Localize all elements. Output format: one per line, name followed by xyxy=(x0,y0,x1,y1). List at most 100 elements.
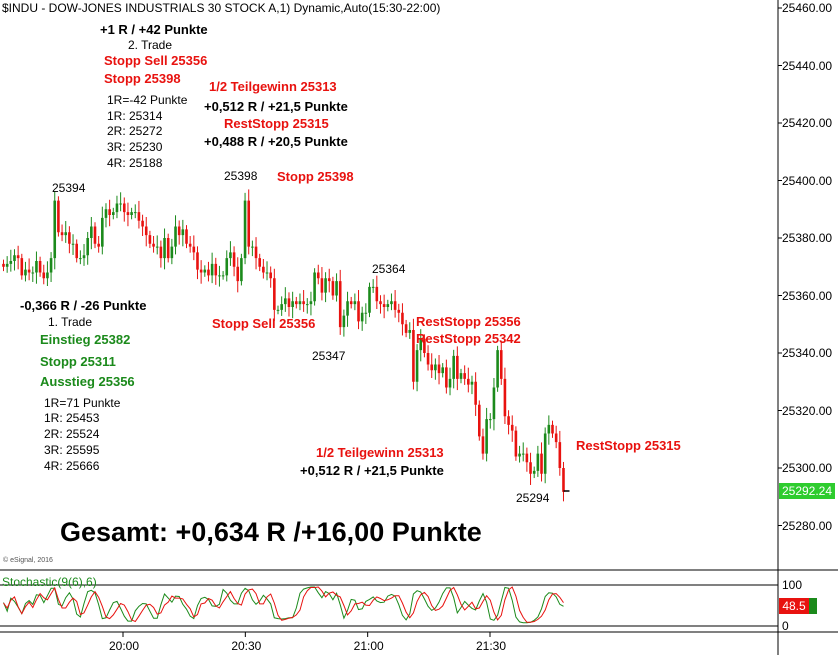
candle-body xyxy=(236,266,240,282)
stopp-25398-label: Stopp 25398 xyxy=(277,169,354,184)
trade2-target-3r: 3R: 25230 xyxy=(107,140,163,154)
candle-body xyxy=(287,298,291,307)
candle-body xyxy=(57,200,60,233)
trade1-target-4r: 4R: 25666 xyxy=(44,459,100,473)
candle-body xyxy=(262,266,265,273)
chart-title: $INDU - DOW-JONES INDUSTRIALS 30 STOCK A… xyxy=(2,1,441,15)
candle-body xyxy=(316,272,320,279)
candle-body xyxy=(174,226,177,247)
candle-body xyxy=(342,315,346,328)
candle-body xyxy=(258,258,261,267)
candle-body xyxy=(112,212,115,215)
candle-body xyxy=(415,350,419,382)
candle-body xyxy=(434,364,437,371)
candle-body xyxy=(302,301,305,305)
candle-body xyxy=(397,309,401,313)
candle-body xyxy=(273,278,276,310)
y-tick-label: 25340.00 xyxy=(782,346,833,360)
candle-body xyxy=(448,378,452,388)
last-price-tag: 25292.24 xyxy=(779,483,835,499)
candle-body xyxy=(379,301,382,305)
candle-body xyxy=(192,246,196,253)
candle-body xyxy=(481,436,485,454)
candle-body xyxy=(141,220,144,227)
candle-body xyxy=(485,419,488,454)
candle-body xyxy=(382,304,386,307)
candle-body xyxy=(232,252,236,267)
candle-body xyxy=(488,419,492,421)
trade1-target-3r: 3R: 25595 xyxy=(44,443,100,457)
trade1-stop: Stopp 25311 xyxy=(40,354,116,369)
candle-body xyxy=(203,269,207,273)
candle-body xyxy=(16,255,20,259)
candle-body xyxy=(31,272,35,274)
stoch-k-line xyxy=(3,586,564,624)
candle-body xyxy=(159,246,163,259)
half-profit-bottom: 1/2 Teilgewinn 25313 xyxy=(316,445,444,460)
candle-body xyxy=(130,212,133,215)
candle-body xyxy=(108,209,111,215)
candle-body xyxy=(364,312,368,314)
candle-body xyxy=(529,462,532,474)
stoch-tick-0: 0 xyxy=(782,619,789,633)
candle-body xyxy=(452,355,455,379)
rest-stopp-top-result: +0,488 R / +20,5 Punkte xyxy=(204,134,348,149)
trade2-stopp: Stopp 25398 xyxy=(104,71,181,86)
half-profit-top-result: +0,512 R / +21,5 Punkte xyxy=(204,99,348,114)
candle-body xyxy=(221,275,225,277)
candle-body xyxy=(313,272,316,302)
candle-body xyxy=(144,226,148,236)
candle-body xyxy=(408,330,412,333)
trade2-target-2r: 2R: 25272 xyxy=(107,124,163,138)
candle-body xyxy=(166,238,170,259)
candle-body xyxy=(2,263,5,267)
half-profit-bottom-result: +0,512 R / +21,5 Punkte xyxy=(300,463,444,478)
candle-body xyxy=(247,200,251,247)
candle-body xyxy=(243,200,247,259)
y-tick-label: 25320.00 xyxy=(782,403,833,418)
stochastic-label: Stochastic(9(6),6) xyxy=(2,575,97,589)
candle-body xyxy=(152,243,155,247)
trade2-target-4r: 4R: 25188 xyxy=(107,156,163,170)
candle-body xyxy=(324,278,327,293)
candle-body xyxy=(269,272,272,279)
candle-body xyxy=(284,298,287,305)
candle-body xyxy=(133,212,137,214)
candle-body xyxy=(46,272,49,279)
y-tick-label: 25300.00 xyxy=(782,461,833,475)
candle-body xyxy=(27,269,31,273)
candle-body xyxy=(35,261,38,273)
trade1-entry: Einstieg 25382 xyxy=(40,332,131,347)
candle-body xyxy=(5,263,9,267)
candle-body xyxy=(551,424,554,434)
rest-stopp-25342: RestStopp 25342 xyxy=(416,331,521,346)
candle-body xyxy=(13,255,16,261)
candle-body xyxy=(20,258,24,276)
candle-body xyxy=(401,312,404,325)
x-tick-label: 21:00 xyxy=(353,639,384,653)
candle-body xyxy=(371,286,375,288)
candle-body xyxy=(155,246,159,248)
stoch-d-line xyxy=(3,586,564,623)
candle-body xyxy=(525,453,529,463)
candle-body xyxy=(357,301,360,322)
candle-body xyxy=(349,301,353,305)
candle-body xyxy=(335,281,338,296)
candle-body xyxy=(90,226,93,238)
candle-body xyxy=(254,246,258,259)
candle-body xyxy=(467,378,470,385)
candle-body xyxy=(177,226,181,236)
candle-body xyxy=(404,324,408,333)
candle-body xyxy=(181,229,185,236)
candle-body xyxy=(375,286,379,302)
candle-body xyxy=(390,301,393,305)
candle-body xyxy=(82,255,86,259)
candle-body xyxy=(79,258,82,260)
level-25364: 25364 xyxy=(372,262,406,276)
candle-body xyxy=(547,424,551,434)
candle-body xyxy=(276,309,280,311)
candle-body xyxy=(510,424,514,431)
y-tick-label: 25360.00 xyxy=(782,288,833,303)
candle-body xyxy=(210,263,214,276)
